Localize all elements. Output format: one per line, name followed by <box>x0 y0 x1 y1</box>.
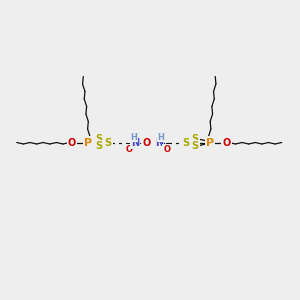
Text: O: O <box>143 137 151 148</box>
Text: O: O <box>163 145 170 154</box>
Text: S: S <box>104 137 112 148</box>
Text: N: N <box>155 137 163 148</box>
Text: O: O <box>68 137 76 148</box>
Text: S: S <box>95 141 103 152</box>
Text: S: S <box>191 134 199 144</box>
Text: H: H <box>130 133 137 142</box>
Text: O: O <box>222 137 231 148</box>
Text: H: H <box>158 133 164 142</box>
Text: S: S <box>95 134 103 144</box>
Text: P: P <box>84 137 93 148</box>
Text: N: N <box>131 137 140 148</box>
Text: P: P <box>206 137 214 148</box>
Text: O: O <box>125 145 132 154</box>
Text: S: S <box>191 141 199 152</box>
Text: S: S <box>182 137 189 148</box>
